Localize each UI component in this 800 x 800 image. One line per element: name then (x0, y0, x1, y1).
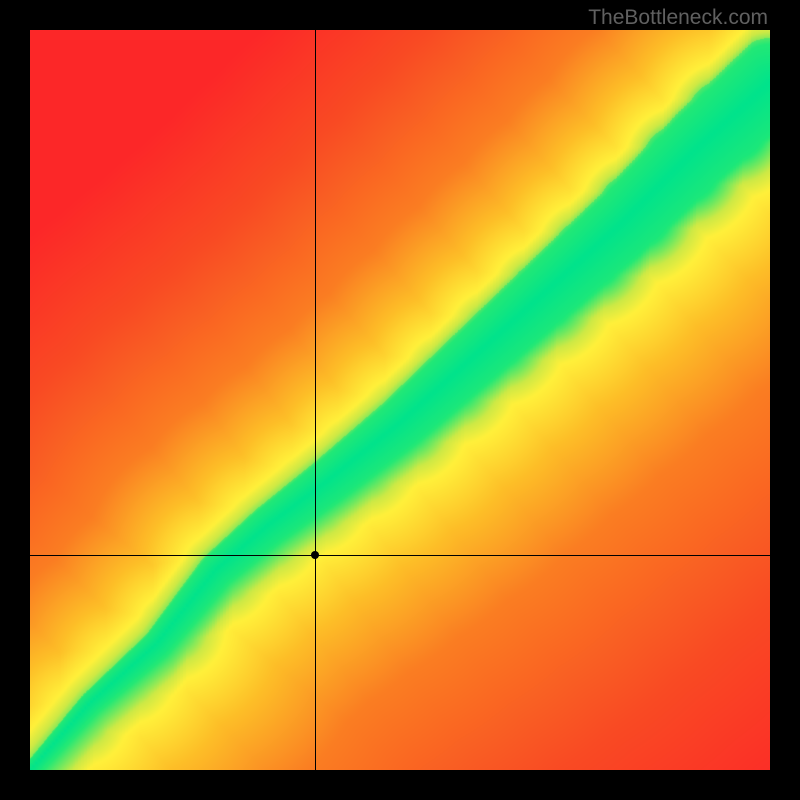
crosshair-vertical (315, 30, 316, 770)
heatmap-canvas (30, 30, 770, 770)
watermark-text: TheBottleneck.com (588, 6, 768, 30)
crosshair-marker-dot (311, 551, 319, 559)
crosshair-horizontal (30, 555, 770, 556)
heatmap-chart (30, 30, 770, 770)
chart-container: TheBottleneck.com (0, 0, 800, 800)
